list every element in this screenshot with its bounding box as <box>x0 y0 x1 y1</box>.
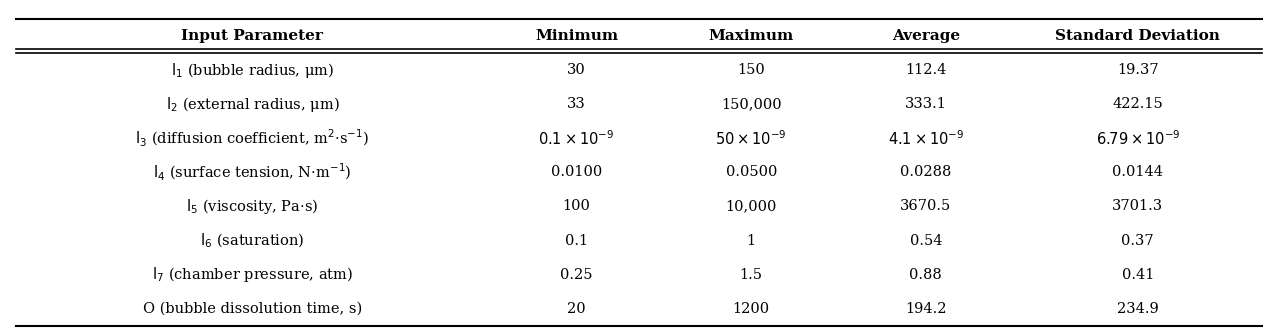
Text: 20: 20 <box>567 302 585 316</box>
Text: $4.1 \times 10^{-9}$: $4.1 \times 10^{-9}$ <box>888 129 964 148</box>
Text: 3670.5: 3670.5 <box>900 199 951 213</box>
Text: 0.88: 0.88 <box>910 268 942 282</box>
Text: 0.37: 0.37 <box>1122 233 1154 248</box>
Text: 0.1: 0.1 <box>565 233 588 248</box>
Text: $\mathrm{I_1}$ (bubble radius, μm): $\mathrm{I_1}$ (bubble radius, μm) <box>171 61 334 80</box>
Text: $0.1 \times 10^{-9}$: $0.1 \times 10^{-9}$ <box>538 129 615 148</box>
Text: 0.0288: 0.0288 <box>900 165 952 180</box>
Text: 0.25: 0.25 <box>560 268 593 282</box>
Text: $\mathrm{I_4}$ (surface tension, N·m$^{-1}$): $\mathrm{I_4}$ (surface tension, N·m$^{-… <box>153 162 351 183</box>
Text: $6.79 \times 10^{-9}$: $6.79 \times 10^{-9}$ <box>1095 129 1180 148</box>
Text: Maximum: Maximum <box>708 29 794 43</box>
Text: 150: 150 <box>737 63 766 77</box>
Text: $\mathrm{I_7}$ (chamber pressure, atm): $\mathrm{I_7}$ (chamber pressure, atm) <box>152 265 353 284</box>
Text: 19.37: 19.37 <box>1117 63 1159 77</box>
Text: 0.0500: 0.0500 <box>726 165 777 180</box>
Text: $\mathrm{I_2}$ (external radius, μm): $\mathrm{I_2}$ (external radius, μm) <box>166 95 339 114</box>
Text: 30: 30 <box>567 63 587 77</box>
Text: 0.41: 0.41 <box>1122 268 1154 282</box>
Text: 1: 1 <box>746 233 755 248</box>
Text: $\mathrm{I_5}$ (viscosity, Pa·s): $\mathrm{I_5}$ (viscosity, Pa·s) <box>187 197 318 216</box>
Text: Minimum: Minimum <box>535 29 619 43</box>
Text: 0.54: 0.54 <box>910 233 942 248</box>
Text: 194.2: 194.2 <box>905 302 947 316</box>
Text: 3701.3: 3701.3 <box>1112 199 1163 213</box>
Text: 0.0100: 0.0100 <box>551 165 602 180</box>
Text: 10,000: 10,000 <box>726 199 777 213</box>
Text: Standard Deviation: Standard Deviation <box>1056 29 1220 43</box>
Text: 150,000: 150,000 <box>721 97 782 111</box>
Text: $\mathrm{I_3}$ (diffusion coefficient, m$^2$·s$^{-1}$): $\mathrm{I_3}$ (diffusion coefficient, m… <box>135 128 369 149</box>
Text: 0.0144: 0.0144 <box>1112 165 1163 180</box>
Text: 33: 33 <box>567 97 587 111</box>
Text: $50 \times 10^{-9}$: $50 \times 10^{-9}$ <box>716 129 787 148</box>
Text: 1.5: 1.5 <box>740 268 763 282</box>
Text: 422.15: 422.15 <box>1112 97 1163 111</box>
Text: $\mathrm{I_6}$ (saturation): $\mathrm{I_6}$ (saturation) <box>201 231 304 250</box>
Text: O (bubble dissolution time, s): O (bubble dissolution time, s) <box>143 302 362 316</box>
Text: Average: Average <box>892 29 960 43</box>
Text: 100: 100 <box>562 199 590 213</box>
Text: Input Parameter: Input Parameter <box>181 29 323 43</box>
Text: 1200: 1200 <box>732 302 769 316</box>
Text: 333.1: 333.1 <box>905 97 947 111</box>
Text: 234.9: 234.9 <box>1117 302 1159 316</box>
Text: 112.4: 112.4 <box>905 63 947 77</box>
